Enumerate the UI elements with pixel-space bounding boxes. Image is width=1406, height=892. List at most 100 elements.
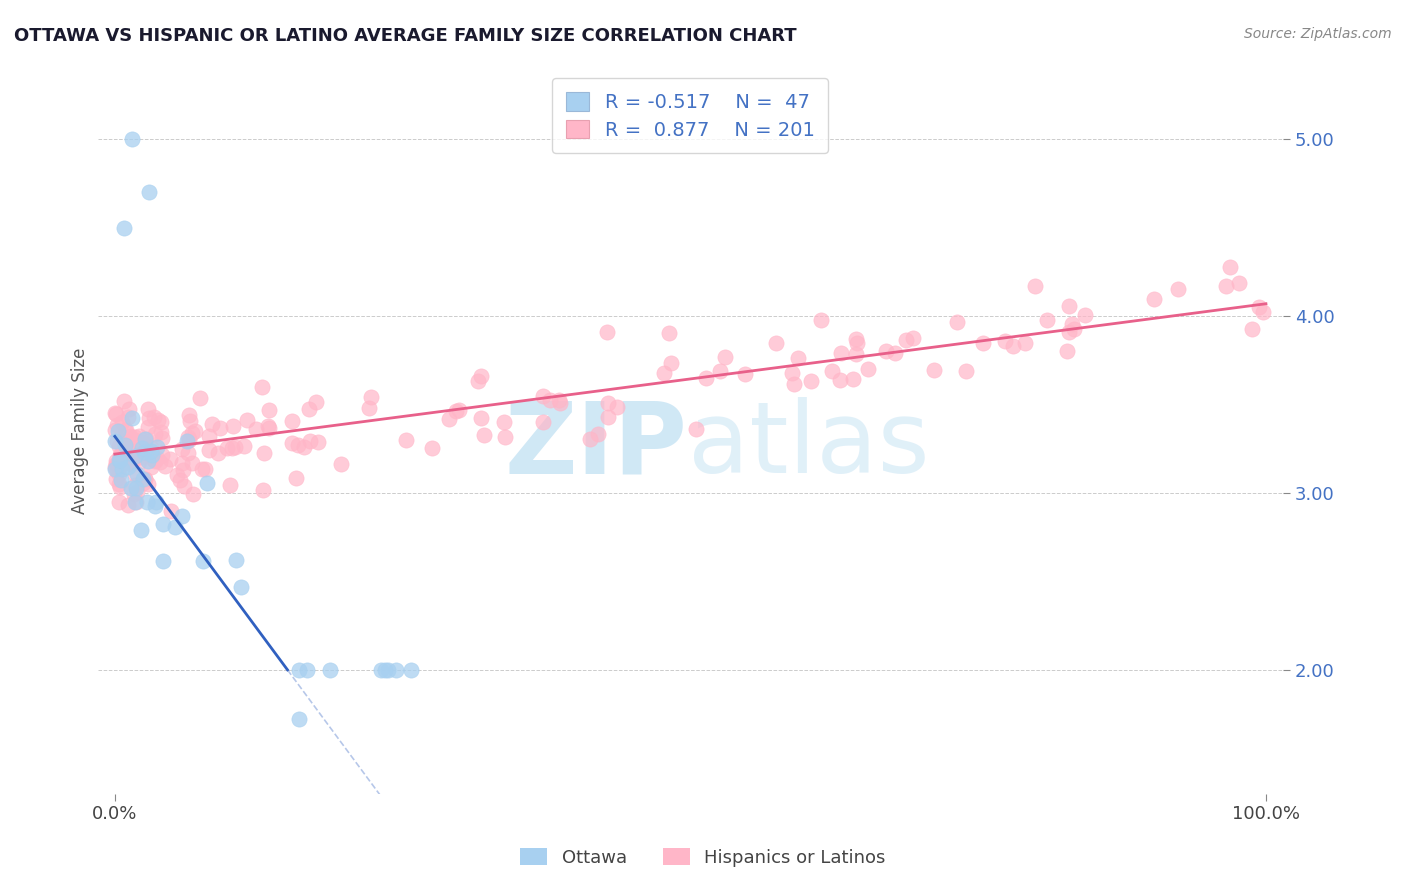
- Point: [470, 368, 492, 383]
- Point: [695, 371, 717, 385]
- Point: [1143, 292, 1166, 306]
- Point: [188, 391, 211, 405]
- Point: [830, 345, 852, 359]
- Point: [172, 508, 194, 523]
- Point: [138, 402, 160, 417]
- Point: [1056, 344, 1078, 359]
- Point: [370, 663, 392, 677]
- Point: [112, 452, 135, 467]
- Point: [1001, 338, 1024, 352]
- Point: [150, 415, 173, 429]
- Point: [104, 462, 127, 476]
- Point: [105, 464, 128, 478]
- Point: [152, 554, 174, 568]
- Point: [108, 453, 131, 467]
- Point: [120, 482, 142, 496]
- Point: [217, 441, 239, 455]
- Point: [287, 438, 309, 452]
- Point: [257, 421, 280, 435]
- Point: [596, 410, 619, 425]
- Point: [129, 523, 152, 537]
- Point: [420, 442, 443, 456]
- Point: [894, 333, 917, 347]
- Point: [395, 434, 418, 448]
- Point: [232, 438, 254, 452]
- Point: [134, 472, 156, 486]
- Point: [143, 499, 166, 513]
- Point: [780, 366, 803, 380]
- Point: [114, 438, 136, 452]
- Point: [446, 403, 468, 417]
- Text: Source: ZipAtlas.com: Source: ZipAtlas.com: [1244, 27, 1392, 41]
- Point: [994, 334, 1017, 348]
- Point: [1059, 299, 1081, 313]
- Point: [292, 440, 315, 454]
- Point: [1240, 322, 1263, 336]
- Point: [305, 395, 328, 409]
- Point: [135, 442, 157, 457]
- Text: OTTAWA VS HISPANIC OR LATINO AVERAGE FAMILY SIZE CORRELATION CHART: OTTAWA VS HISPANIC OR LATINO AVERAGE FAM…: [14, 27, 797, 45]
- Point: [136, 454, 159, 468]
- Point: [110, 448, 132, 462]
- Point: [548, 392, 571, 407]
- Point: [132, 436, 155, 450]
- Point: [110, 450, 132, 464]
- Point: [124, 481, 146, 495]
- Point: [143, 454, 166, 468]
- Point: [149, 455, 172, 469]
- Point: [110, 453, 132, 467]
- Point: [124, 449, 146, 463]
- Point: [845, 335, 868, 350]
- Point: [586, 426, 609, 441]
- Point: [467, 374, 489, 388]
- Point: [828, 373, 851, 387]
- Point: [108, 467, 131, 482]
- Point: [207, 445, 229, 459]
- Point: [121, 411, 143, 425]
- Point: [250, 380, 273, 394]
- Point: [598, 396, 620, 410]
- Point: [122, 433, 145, 447]
- Point: [148, 412, 170, 426]
- Y-axis label: Average Family Size: Average Family Size: [72, 348, 89, 515]
- Point: [184, 424, 207, 438]
- Point: [225, 552, 247, 566]
- Point: [138, 411, 160, 425]
- Point: [107, 424, 129, 438]
- Point: [108, 452, 131, 467]
- Point: [281, 413, 304, 427]
- Point: [107, 439, 129, 453]
- Point: [124, 430, 146, 444]
- Point: [122, 454, 145, 468]
- Point: [845, 347, 868, 361]
- Point: [111, 452, 134, 467]
- Point: [252, 483, 274, 497]
- Point: [579, 432, 602, 446]
- Point: [146, 451, 169, 466]
- Point: [1167, 282, 1189, 296]
- Point: [256, 419, 278, 434]
- Point: [105, 408, 128, 422]
- Point: [842, 371, 865, 385]
- Point: [884, 346, 907, 360]
- Point: [139, 444, 162, 458]
- Point: [173, 478, 195, 492]
- Point: [166, 468, 188, 483]
- Point: [125, 495, 148, 509]
- Point: [114, 434, 136, 449]
- Point: [115, 451, 138, 466]
- Point: [117, 459, 139, 474]
- Point: [284, 471, 307, 485]
- Point: [108, 495, 131, 509]
- Point: [141, 448, 163, 462]
- Point: [150, 448, 173, 462]
- Point: [318, 663, 340, 677]
- Point: [198, 429, 221, 443]
- Point: [110, 473, 132, 487]
- Point: [104, 406, 127, 420]
- Point: [131, 475, 153, 490]
- Point: [181, 487, 204, 501]
- Point: [377, 663, 399, 677]
- Point: [281, 436, 304, 450]
- Point: [219, 478, 242, 492]
